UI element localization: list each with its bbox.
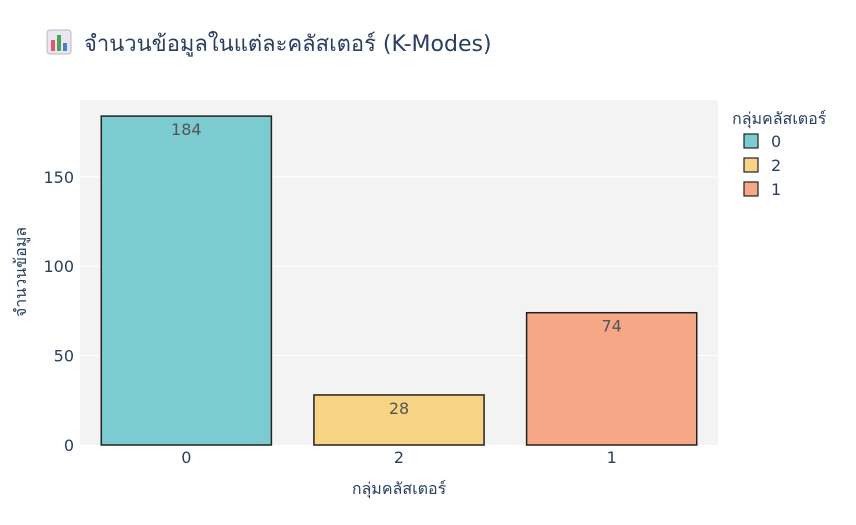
chart-title-text: จำนวนข้อมูลในแต่ละคลัสเตอร์ (K-Modes) [84, 31, 492, 57]
legend-entry-label: 2 [771, 156, 781, 175]
y-axis-title: จำนวนข้อมูล [11, 227, 31, 317]
legend: กลุ่มคลัสเตอร์ 0 2 1 [732, 109, 827, 199]
bar-cluster-1 [525, 311, 698, 446]
x-tick-label: 0 [181, 448, 191, 467]
y-tick-label: 150 [43, 168, 74, 187]
legend-entry-label: 0 [771, 132, 781, 151]
x-axis-ticks: 0 2 1 [181, 448, 617, 467]
x-tick-label: 1 [607, 448, 617, 467]
bar-cluster-2 [313, 394, 485, 446]
y-tick-label: 50 [54, 347, 74, 366]
x-tick-label: 2 [394, 448, 404, 467]
y-tick-label: 100 [43, 257, 74, 276]
legend-entry-label: 1 [771, 180, 781, 199]
bar-cluster-0 [100, 115, 273, 446]
legend-swatch [743, 181, 759, 197]
bar-labels: 184 28 74 [171, 120, 622, 418]
bars [100, 115, 698, 446]
bar-chart-emoji-icon [46, 29, 72, 55]
y-axis-ticks: 0 50 100 150 [43, 168, 74, 455]
bar-value-label: 184 [171, 120, 202, 139]
legend-swatch [743, 133, 759, 149]
legend-title: กลุ่มคลัสเตอร์ [732, 109, 827, 129]
legend-swatch [743, 157, 759, 173]
x-axis-title: กลุ่มคลัสเตอร์ [352, 479, 447, 499]
bar-value-label: 28 [389, 399, 409, 418]
chart-title: จำนวนข้อมูลในแต่ละคลัสเตอร์ (K-Modes) [46, 29, 492, 57]
bar-value-label: 74 [601, 317, 621, 336]
y-tick-label: 0 [64, 436, 74, 455]
